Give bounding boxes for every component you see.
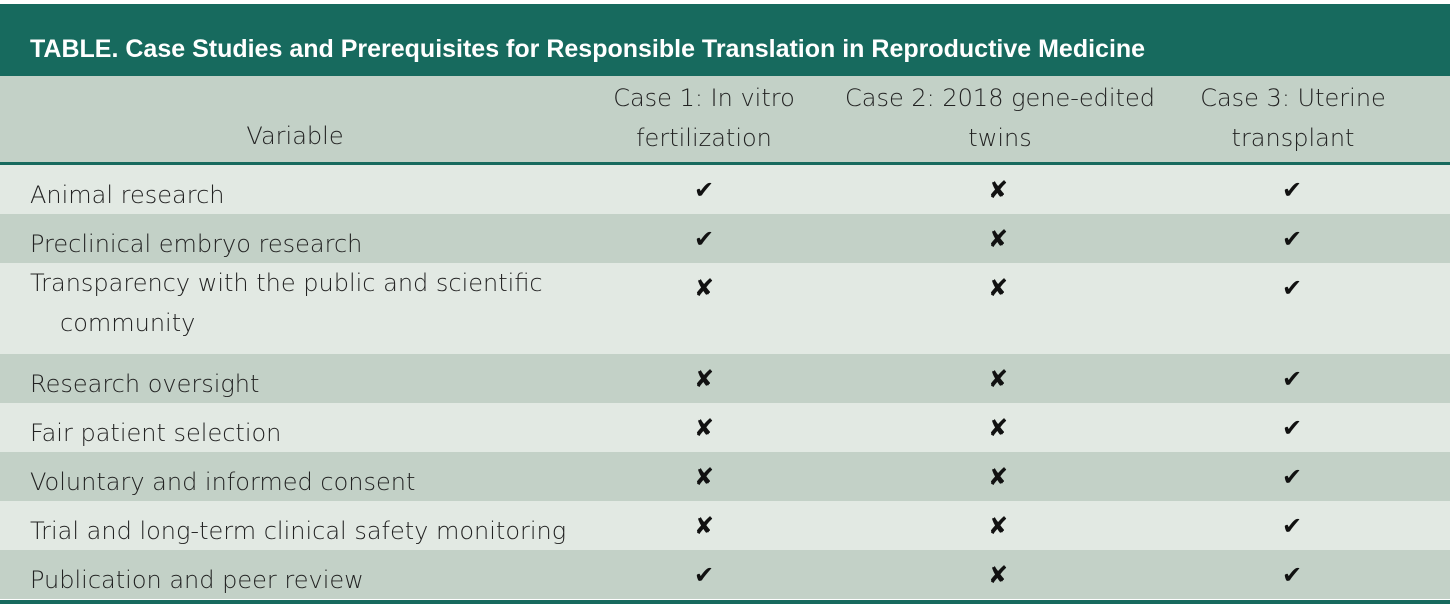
header-case-2: Case 2: 2018 gene-edited twins bbox=[840, 78, 1160, 158]
table-title: TABLE. Case Studies and Prerequisites fo… bbox=[0, 4, 1450, 76]
header-case-1: Case 1: In vitro fertilization bbox=[574, 78, 834, 158]
row-label: Transparency with the public and scienti… bbox=[30, 269, 590, 343]
case-2-mark-icon: ✘ bbox=[987, 561, 1009, 589]
header-case-2-line2: twins bbox=[968, 124, 1032, 152]
header-variable: Variable bbox=[246, 122, 344, 150]
header-case-3: Case 3: Uterine transplant bbox=[1163, 78, 1423, 158]
row-label: Fair patient selection bbox=[30, 419, 282, 447]
table-row: Trial and long-term clinical safety moni… bbox=[0, 501, 1450, 550]
header-case-1-line2: fertilization bbox=[636, 124, 772, 152]
table-row: Voluntary and informed consent ✘ ✘ ✔ bbox=[0, 452, 1450, 501]
case-3-mark-icon: ✔ bbox=[1281, 176, 1303, 204]
case-2-mark-icon: ✘ bbox=[987, 463, 1009, 491]
case-3-mark-icon: ✔ bbox=[1281, 561, 1303, 589]
table-body: Animal research ✔ ✘ ✔ Preclinical embryo… bbox=[0, 165, 1450, 599]
header-case-3-line1: Case 3: Uterine bbox=[1200, 84, 1386, 112]
header-case-2-line1: Case 2: 2018 gene-edited bbox=[845, 84, 1155, 112]
row-label: Research oversight bbox=[30, 370, 260, 398]
table-row: Publication and peer review ✔ ✘ ✔ bbox=[0, 550, 1450, 599]
case-2-mark-icon: ✘ bbox=[987, 176, 1009, 204]
case-3-mark-icon: ✔ bbox=[1281, 512, 1303, 540]
case-1-mark-icon: ✘ bbox=[693, 274, 715, 302]
case-1-mark-icon: ✔ bbox=[693, 176, 715, 204]
table-header-row: Variable Case 1: In vitro fertilization … bbox=[0, 76, 1450, 165]
table-row: Fair patient selection ✘ ✘ ✔ bbox=[0, 403, 1450, 452]
header-case-1-line1: Case 1: In vitro bbox=[613, 84, 795, 112]
row-label: Animal research bbox=[30, 181, 225, 209]
case-2-mark-icon: ✘ bbox=[987, 225, 1009, 253]
case-1-mark-icon: ✘ bbox=[693, 512, 715, 540]
case-1-mark-icon: ✔ bbox=[693, 561, 715, 589]
table-row: Animal research ✔ ✘ ✔ bbox=[0, 165, 1450, 214]
case-2-mark-icon: ✘ bbox=[987, 512, 1009, 540]
row-label: Voluntary and informed consent bbox=[30, 468, 416, 496]
data-table: TABLE. Case Studies and Prerequisites fo… bbox=[0, 4, 1450, 604]
case-3-mark-icon: ✔ bbox=[1281, 225, 1303, 253]
table-row: Transparency with the public and scienti… bbox=[0, 263, 1450, 354]
table-row: Preclinical embryo research ✔ ✘ ✔ bbox=[0, 214, 1450, 263]
row-label: Publication and peer review bbox=[30, 566, 364, 594]
case-1-mark-icon: ✘ bbox=[693, 414, 715, 442]
case-2-mark-icon: ✘ bbox=[987, 365, 1009, 393]
case-2-mark-icon: ✘ bbox=[987, 274, 1009, 302]
case-1-mark-icon: ✘ bbox=[693, 365, 715, 393]
case-3-mark-icon: ✔ bbox=[1281, 274, 1303, 302]
case-1-mark-icon: ✔ bbox=[693, 225, 715, 253]
table-row: Research oversight ✘ ✘ ✔ bbox=[0, 354, 1450, 403]
table-bottom-rule bbox=[0, 600, 1450, 604]
row-label-line1: Transparency with the public and scienti… bbox=[30, 269, 543, 297]
row-label: Preclinical embryo research bbox=[30, 230, 363, 258]
case-3-mark-icon: ✔ bbox=[1281, 365, 1303, 393]
case-1-mark-icon: ✘ bbox=[693, 463, 715, 491]
header-case-3-line2: transplant bbox=[1231, 124, 1355, 152]
case-3-mark-icon: ✔ bbox=[1281, 463, 1303, 491]
case-3-mark-icon: ✔ bbox=[1281, 414, 1303, 442]
row-label: Trial and long-term clinical safety moni… bbox=[30, 517, 567, 545]
case-2-mark-icon: ✘ bbox=[987, 414, 1009, 442]
row-label-line2: community bbox=[60, 309, 196, 337]
